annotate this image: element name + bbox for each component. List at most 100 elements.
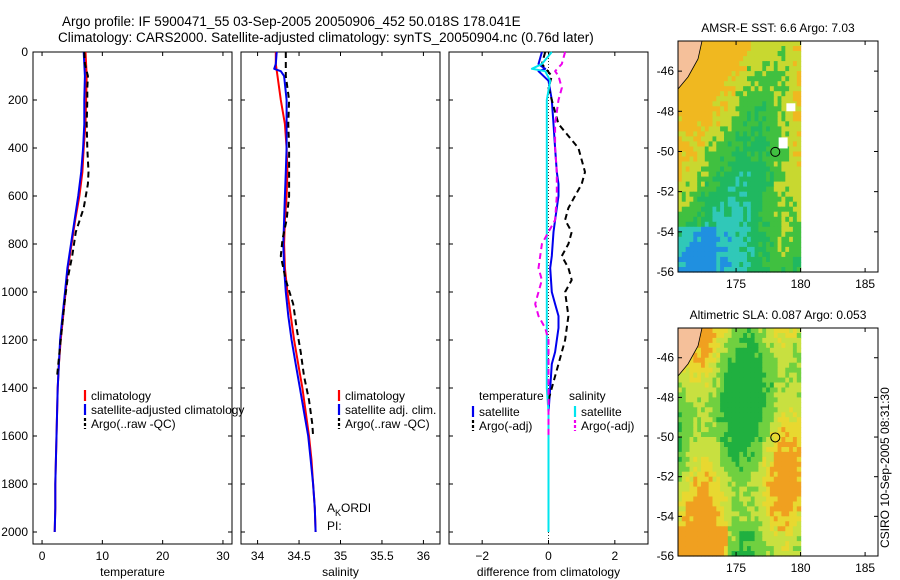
map-cell: [731, 422, 736, 428]
map-cell: [769, 427, 775, 433]
y-tick-label: 1400: [1, 381, 28, 395]
map-cell: [769, 407, 775, 413]
map-cell: [731, 333, 736, 339]
map-cell: [762, 201, 767, 208]
legend-label: satellite adj. clim.: [345, 403, 436, 417]
map-cell: [789, 146, 794, 153]
map-cell: [704, 486, 710, 493]
map-cell: [773, 176, 779, 183]
map-cell: [796, 101, 802, 107]
map-cell: [693, 437, 698, 443]
map-cell: [785, 511, 790, 517]
map-cell: [796, 46, 802, 52]
map-cell: [754, 166, 759, 173]
map-cell: [796, 546, 802, 552]
map-cell: [685, 536, 691, 542]
map-cell: [712, 141, 717, 147]
map-cell: [792, 161, 798, 168]
map-cell: [789, 236, 794, 243]
map-cell: [769, 106, 775, 112]
map-cell: [766, 442, 771, 448]
map-cell: [781, 91, 786, 97]
map-cell: [750, 146, 756, 153]
map-cell: [685, 506, 691, 512]
map-cell: [704, 76, 710, 82]
map-cell: [789, 451, 794, 458]
map-cell: [693, 86, 698, 92]
map-cell: [739, 166, 744, 173]
map-cell: [777, 516, 782, 522]
map-cell: [720, 61, 725, 67]
map-cell: [754, 397, 759, 403]
map-cell: [769, 387, 775, 394]
map-cell: [773, 201, 779, 208]
map-cell: [724, 491, 729, 498]
map-cell: [758, 81, 763, 87]
map-cell: [766, 337, 771, 344]
map-cell: [769, 337, 775, 344]
map-cell: [769, 412, 775, 418]
map-cell: [704, 141, 710, 147]
map-cell: [792, 141, 798, 147]
series-line-argo-raw-qc-: [56, 51, 90, 377]
map-cell: [708, 476, 713, 483]
map-cell: [789, 116, 794, 122]
map-cell: [712, 476, 717, 483]
map-y-tick-label: -54: [657, 225, 675, 239]
map-cell: [720, 121, 725, 127]
map-cell: [758, 466, 763, 473]
map-cell: [716, 328, 721, 334]
map-cell: [773, 231, 779, 238]
map-cell: [750, 241, 756, 248]
map-cell: [773, 81, 779, 87]
map-cell: [689, 377, 694, 384]
map-cell: [743, 551, 748, 557]
map-cell: [704, 333, 710, 339]
map-cell: [750, 407, 756, 413]
map-cell: [697, 246, 702, 253]
map-cell: [792, 241, 798, 248]
map-cell: [735, 226, 740, 233]
map-cell: [766, 71, 771, 77]
map-cell: [769, 101, 775, 107]
map-cell: [747, 71, 752, 77]
map-cell: [739, 328, 744, 334]
map-cell: [754, 141, 759, 147]
map-cell: [747, 437, 752, 443]
map-cell: [747, 521, 752, 527]
map-cell: [689, 186, 694, 193]
map-cell: [769, 367, 775, 374]
map-cell: [739, 333, 744, 339]
map-cell: [789, 521, 794, 527]
map-cell: [693, 66, 698, 72]
map-cell: [773, 451, 779, 458]
map-cell: [708, 216, 713, 223]
series-line-climatology: [53, 51, 88, 533]
map-cell: [720, 131, 725, 137]
map-cell: [754, 41, 759, 47]
map-cell: [758, 246, 763, 253]
map-cell: [681, 111, 687, 117]
map-cell: [708, 328, 713, 334]
map-cell: [792, 546, 798, 552]
map-cell: [769, 91, 775, 97]
map-cell: [796, 81, 802, 87]
map-cell: [689, 397, 694, 403]
map-cell: [708, 106, 713, 112]
map-cell: [739, 536, 744, 542]
map-cell: [769, 531, 775, 537]
map-cell: [792, 342, 798, 349]
map-cell: [716, 71, 721, 77]
map-cell: [754, 491, 759, 498]
map-cell: [724, 521, 729, 527]
map-cell: [727, 456, 733, 463]
map-cell: [781, 357, 786, 364]
map-cell: [785, 256, 790, 263]
map-cell: [762, 267, 767, 273]
map-cell: [750, 466, 756, 473]
map-cell: [701, 196, 706, 203]
map-cell: [792, 231, 798, 238]
map-cell: [712, 66, 717, 72]
map-cell: [781, 201, 786, 208]
map-cell: [712, 262, 717, 268]
